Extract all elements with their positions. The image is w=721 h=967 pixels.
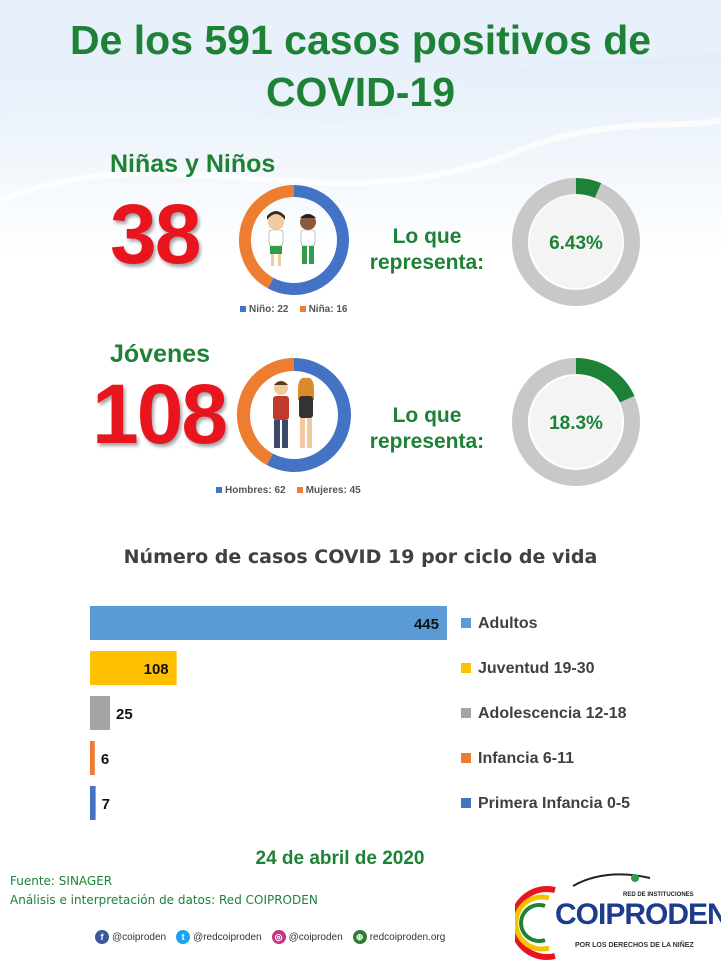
- globe-icon: ⊕: [352, 930, 367, 944]
- legend-label: Juventud 19-30: [478, 660, 595, 677]
- social-links: f @coiproden t @redcoiproden ◎ @coiproden ⊕…: [95, 930, 445, 944]
- legend-item-nino: Niño: 22: [240, 304, 288, 315]
- legend-label: Adolescencia 12-18: [478, 705, 627, 722]
- cases-by-life-cycle-chart: 445 Adultos 108 Juventud 19-30 25 Adolescenci…: [90, 606, 630, 820]
- analysis-credit: Análisis e interpretación de datos: Red …: [10, 893, 318, 907]
- twitter-icon: t: [176, 930, 191, 944]
- ninos-percent-ring: 6.43%: [512, 178, 640, 306]
- legend-item-hombres: Hombres: 62: [216, 485, 286, 496]
- source-line: Fuente: SINAGER: [10, 874, 113, 888]
- chart-title: Número de casos COVID 19 por ciclo de vi…: [123, 546, 598, 568]
- ring-center: [530, 376, 622, 468]
- represent-line-1: Lo que: [392, 225, 462, 248]
- donut-slice-0: [266, 358, 351, 472]
- represent-line-1: Lo que: [392, 404, 462, 427]
- ring-center: [530, 196, 622, 288]
- jovenes-count: 108: [92, 367, 228, 461]
- donut-slice-1: [239, 185, 295, 289]
- background-wave: [0, 0, 721, 260]
- legend-label: Primera Infancia 0-5: [478, 795, 630, 812]
- logo-top-text: RED DE INSTITUCIONES: [623, 892, 694, 898]
- jovenes-heading: Jóvenes: [110, 340, 211, 368]
- bar-0: [90, 606, 447, 640]
- children-illustration: [267, 211, 316, 266]
- ring-percent-label: 18.3%: [549, 413, 603, 434]
- social-twitter[interactable]: t @redcoiproden: [176, 930, 262, 944]
- jovenes-percent-ring: 18.3%: [512, 358, 640, 486]
- youth-illustration: [273, 377, 314, 448]
- ninos-legend: Niño: 22 Niña: 16: [240, 304, 347, 315]
- logo-swoosh: [515, 873, 651, 960]
- legend-item-nina: Niña: 16: [299, 304, 347, 315]
- ring-value-arc: [575, 358, 635, 403]
- bar-value-label: 25: [116, 706, 133, 723]
- coiproden-logo: RED DE INSTITUCIONES COIPRODEN POR LOS D…: [515, 868, 721, 963]
- jovenes-legend: Hombres: 62 Mujeres: 45: [216, 485, 361, 496]
- legend-item-mujeres: Mujeres: 45: [296, 485, 361, 496]
- social-instagram[interactable]: ◎ @coiproden: [271, 930, 343, 944]
- legend-label: Infancia 6-11: [478, 750, 574, 767]
- donut-slice-1: [237, 358, 295, 466]
- bar-value-label: 6: [101, 751, 109, 768]
- jovenes-gender-donut: [237, 358, 351, 472]
- legend-swatch: [461, 753, 471, 763]
- social-label: @coiproden: [288, 931, 343, 943]
- ring-percent-label: 6.43%: [549, 233, 603, 254]
- social-label: @coiproden: [112, 931, 167, 943]
- social-label: @redcoiproden: [193, 931, 262, 943]
- jovenes-represent-label: Lo que representa:: [347, 403, 507, 455]
- bar-value-label: 7: [102, 796, 110, 813]
- ninos-heading: Niñas y Niños: [110, 150, 276, 178]
- legend-swatch: [461, 798, 471, 808]
- logo-wordmark: COIPRODEN: [555, 898, 721, 931]
- legend-label: Adultos: [478, 615, 538, 632]
- bar-2: [90, 696, 111, 730]
- ninos-count: 38: [110, 187, 201, 281]
- represent-line-2: representa:: [369, 430, 485, 453]
- social-label: redcoiproden.org: [369, 931, 446, 943]
- bar-1: [90, 651, 177, 685]
- bar-4: [90, 786, 96, 820]
- ring-value-arc: [575, 178, 602, 199]
- bar-3: [90, 741, 95, 775]
- ninos-represent-label: Lo que representa:: [347, 224, 507, 276]
- social-website[interactable]: ⊕ redcoiproden.org: [352, 930, 446, 944]
- title-line-1: De los 591 casos positivos de: [69, 17, 652, 63]
- title-line-2: COVID-19: [265, 69, 456, 115]
- report-date: 24 de abril de 2020: [255, 848, 425, 869]
- bar-value-label: 108: [144, 661, 169, 678]
- ninos-gender-donut: [239, 185, 349, 295]
- instagram-icon: ◎: [271, 930, 286, 944]
- donut-slice-0: [267, 185, 349, 295]
- legend-swatch: [461, 618, 471, 628]
- facebook-icon: f: [95, 930, 109, 944]
- social-facebook[interactable]: f @coiproden: [95, 930, 166, 944]
- bar-value-label: 445: [414, 616, 439, 633]
- logo-tagline: POR LOS DERECHOS DE LA NIÑEZ: [575, 942, 694, 949]
- legend-swatch: [461, 663, 471, 673]
- legend-swatch: [461, 708, 471, 718]
- represent-line-2: representa:: [369, 251, 485, 274]
- page-title: De los 591 casos positivos de COVID-19: [0, 14, 721, 118]
